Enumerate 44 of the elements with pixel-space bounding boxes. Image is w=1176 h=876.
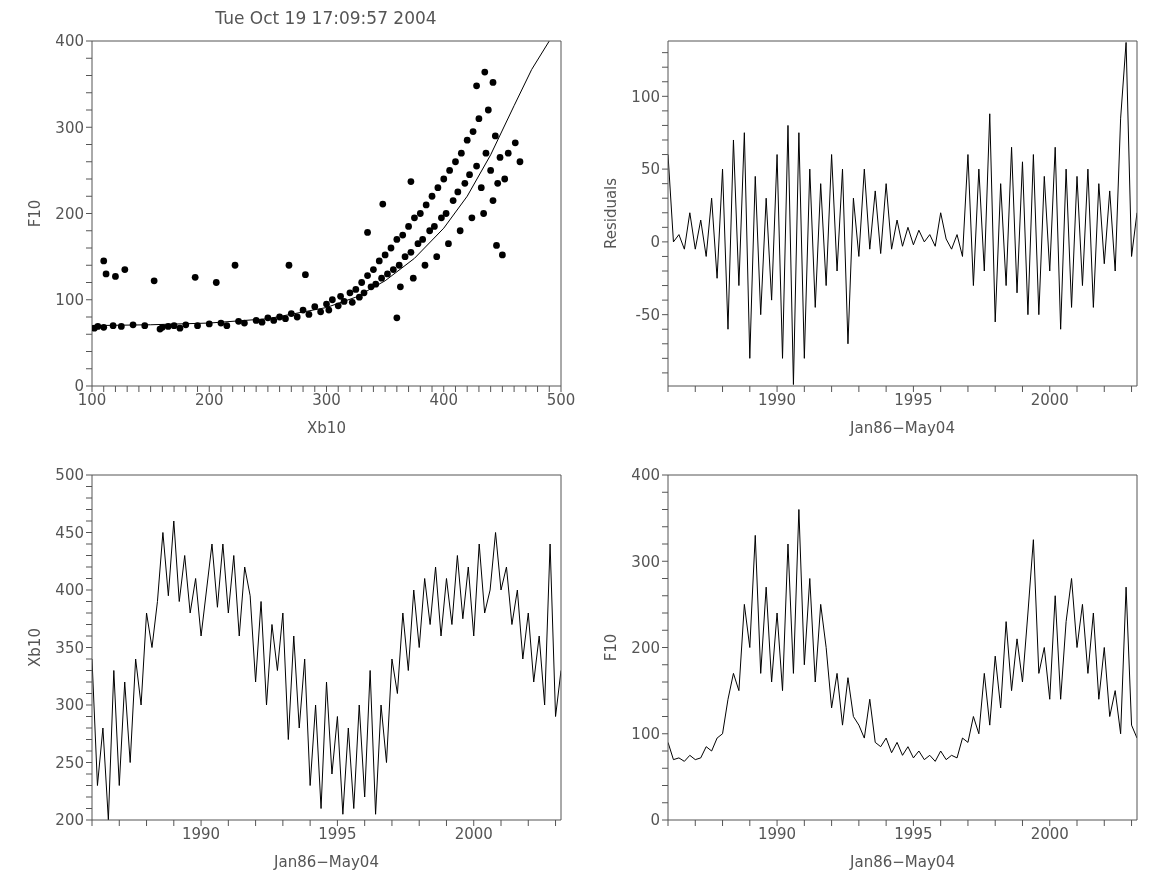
- y-tick-label: 200: [55, 811, 84, 830]
- x-tick-label: 1990: [757, 390, 797, 409]
- x-tick-label: 2000: [454, 824, 493, 843]
- y-tick-label: 300: [631, 552, 660, 571]
- y-tick-label: 250: [55, 753, 84, 772]
- x-tick-label: 100: [77, 390, 107, 409]
- y-tick-label: 400: [631, 466, 660, 485]
- x-tick-label: 400: [429, 390, 459, 409]
- chart-title: Tue Oct 19 17:09:57 2004: [215, 8, 437, 28]
- x-tick-label: 1990: [181, 824, 221, 843]
- y-tick-label: 100: [631, 87, 660, 106]
- x-tick-label: 1995: [894, 824, 933, 843]
- x-tick-label: 2000: [1030, 824, 1069, 843]
- y-tick-label: 350: [55, 638, 84, 657]
- y-tick-label: 50: [640, 160, 660, 179]
- x-tick-label: 1990: [757, 824, 797, 843]
- x-tick-label: 200: [194, 390, 224, 409]
- y-tick-label: 0: [650, 811, 660, 830]
- x-tick-label: 2000: [1030, 390, 1069, 409]
- x-axis-title: Xb10: [307, 419, 346, 437]
- y-axis-title: F10: [26, 199, 45, 228]
- y-axis-title: Xb10: [26, 628, 45, 667]
- y-axis-title: Residuals: [602, 177, 621, 250]
- y-tick-label: 450: [55, 523, 84, 542]
- x-axis-title: Jan86−May04: [849, 419, 955, 437]
- line-series: [668, 509, 1137, 762]
- y-axis-title: F10: [602, 633, 621, 662]
- x-axis-title: Jan86−May04: [273, 853, 379, 871]
- y-tick-label: -50: [635, 306, 660, 324]
- y-tick-label: 400: [55, 32, 84, 51]
- x-tick-label: 500: [546, 390, 576, 409]
- y-tick-label: 300: [55, 696, 84, 715]
- y-tick-label: 100: [631, 725, 660, 744]
- x-tick-label: 1995: [318, 824, 357, 843]
- x-tick-label: 300: [312, 390, 341, 409]
- x-tick-label: 1995: [894, 390, 933, 409]
- y-tick-label: 500: [55, 466, 84, 485]
- y-tick-label: 200: [631, 638, 660, 657]
- y-tick-label: 0: [650, 233, 660, 252]
- y-tick-label: 400: [55, 581, 84, 600]
- y-tick-label: 100: [55, 291, 84, 310]
- y-tick-label: 300: [55, 118, 84, 137]
- y-tick-label: 200: [55, 204, 84, 223]
- x-axis-title: Jan86−May04: [849, 853, 955, 871]
